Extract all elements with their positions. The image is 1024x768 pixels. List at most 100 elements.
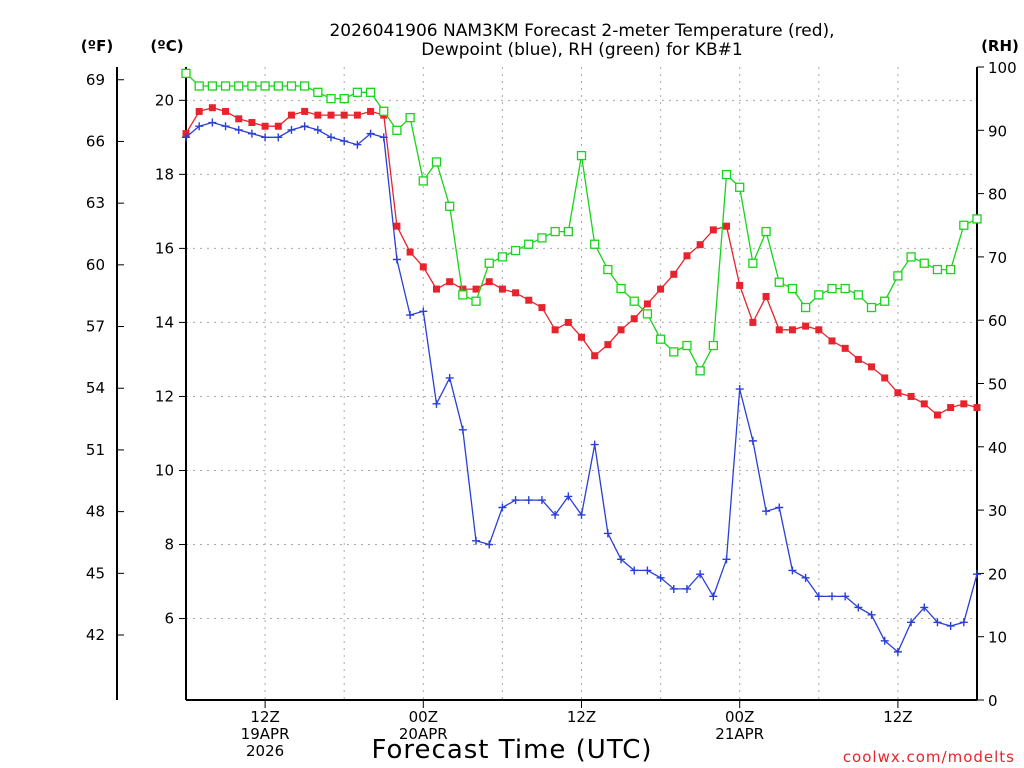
dewpoint-point <box>182 133 190 142</box>
dewpoint-point <box>775 503 784 512</box>
rh-point <box>932 264 943 275</box>
rh-point <box>800 302 811 313</box>
rh-point <box>945 264 956 275</box>
dewpoint-point <box>801 573 810 582</box>
celsius-tick-label: 12 <box>155 387 174 405</box>
rh-point <box>445 201 455 211</box>
temperature-point <box>327 111 335 119</box>
dewpoint-point <box>973 570 981 579</box>
dewpoint-point <box>564 492 573 501</box>
temperature-point <box>419 263 427 271</box>
celsius-tick-label: 10 <box>155 461 174 479</box>
rh-point <box>748 258 758 268</box>
temperature-point <box>538 304 546 312</box>
rh-point <box>497 252 508 262</box>
fahrenheit-tick-label: 51 <box>86 441 105 459</box>
celsius-tick-label: 14 <box>155 313 174 331</box>
dewpoint-point <box>261 133 270 142</box>
dewpoint-point <box>590 440 599 449</box>
rh-point <box>260 81 270 91</box>
dewpoint-point <box>696 570 705 579</box>
rh-point <box>629 296 639 306</box>
temperature-point <box>960 400 968 408</box>
celsius-tick-label: 18 <box>155 165 174 183</box>
rh-point <box>906 252 916 262</box>
dewpoint-point <box>247 129 256 138</box>
temperature-point <box>578 333 585 341</box>
dewpoint-point <box>287 125 296 134</box>
rh-point <box>286 81 297 91</box>
temperature-point <box>643 300 651 308</box>
series-dewpoint <box>182 118 981 656</box>
temperature-point <box>802 322 810 330</box>
rh-tick-label: 60 <box>988 312 1007 330</box>
rh-point <box>181 68 191 78</box>
grid-lines <box>186 67 978 700</box>
rh-point <box>326 94 336 104</box>
rh-point <box>814 290 824 300</box>
temperature-point <box>670 270 678 278</box>
temperature-point <box>723 222 731 230</box>
rh-point <box>510 245 521 256</box>
dewpoint-point <box>880 636 889 645</box>
rh-point <box>220 81 231 91</box>
rh-point <box>603 264 613 275</box>
temperature-point <box>828 337 836 345</box>
dewpoint-point <box>340 137 349 146</box>
rh-point <box>365 87 376 97</box>
temperature-point <box>498 285 506 293</box>
temperature-point <box>406 248 414 256</box>
dewpoint-point <box>735 385 744 394</box>
temperature-point <box>683 252 691 260</box>
dewpoint-point <box>893 647 902 656</box>
series-rh <box>181 68 982 376</box>
temperature-point <box>868 363 876 371</box>
dewpoint-point <box>208 118 217 127</box>
dewpoint-point <box>577 510 586 519</box>
celsius-tick-label: 8 <box>164 536 174 554</box>
temperature-point <box>815 326 823 334</box>
rh-tick-label: 20 <box>988 565 1007 583</box>
rh-tick-label: 70 <box>988 249 1007 267</box>
dewpoint-point <box>762 507 771 516</box>
dewpoint-point <box>432 399 441 408</box>
dewpoint-point <box>920 603 929 612</box>
rh-tick-label: 30 <box>988 502 1007 520</box>
celsius-tick-label: 16 <box>155 239 174 257</box>
fahrenheit-tick-label: 45 <box>86 564 105 582</box>
temperature-point <box>367 107 375 115</box>
temperature-point <box>788 326 796 334</box>
dewpoint-point <box>392 255 401 264</box>
rh-point <box>880 296 890 306</box>
rh-point <box>669 347 679 357</box>
fahrenheit-tick-label: 60 <box>86 256 105 274</box>
dewpoint-point <box>472 536 481 545</box>
temperature-point <box>775 326 783 334</box>
temperature-point <box>525 296 533 304</box>
rh-point <box>774 277 784 287</box>
x-axis-title: Forecast Time (UTC) <box>371 735 652 765</box>
fahrenheit-tick-label: 66 <box>86 132 105 150</box>
rh-point <box>682 340 692 351</box>
rh-point <box>431 157 442 167</box>
temperature-point <box>907 392 915 400</box>
time-tick-label: 19APR <box>241 725 290 743</box>
dewpoint-point <box>498 503 507 512</box>
temperature-point <box>222 107 230 115</box>
temperature-point <box>762 293 770 301</box>
temperature-point <box>446 278 454 286</box>
time-tick-label: 21APR <box>715 725 764 743</box>
dewpoint-point <box>485 540 494 549</box>
dewpoint-point <box>221 122 230 131</box>
rh-point <box>471 296 481 306</box>
source-credit: coolwx.com/modelts <box>843 748 1015 766</box>
temperature-point <box>736 281 744 289</box>
dewpoint-point <box>907 618 916 627</box>
rh-point <box>392 125 402 135</box>
rh-point <box>299 81 310 91</box>
dewpoint-point <box>300 122 309 131</box>
series-temperature <box>182 104 981 419</box>
rh-point <box>563 226 573 237</box>
